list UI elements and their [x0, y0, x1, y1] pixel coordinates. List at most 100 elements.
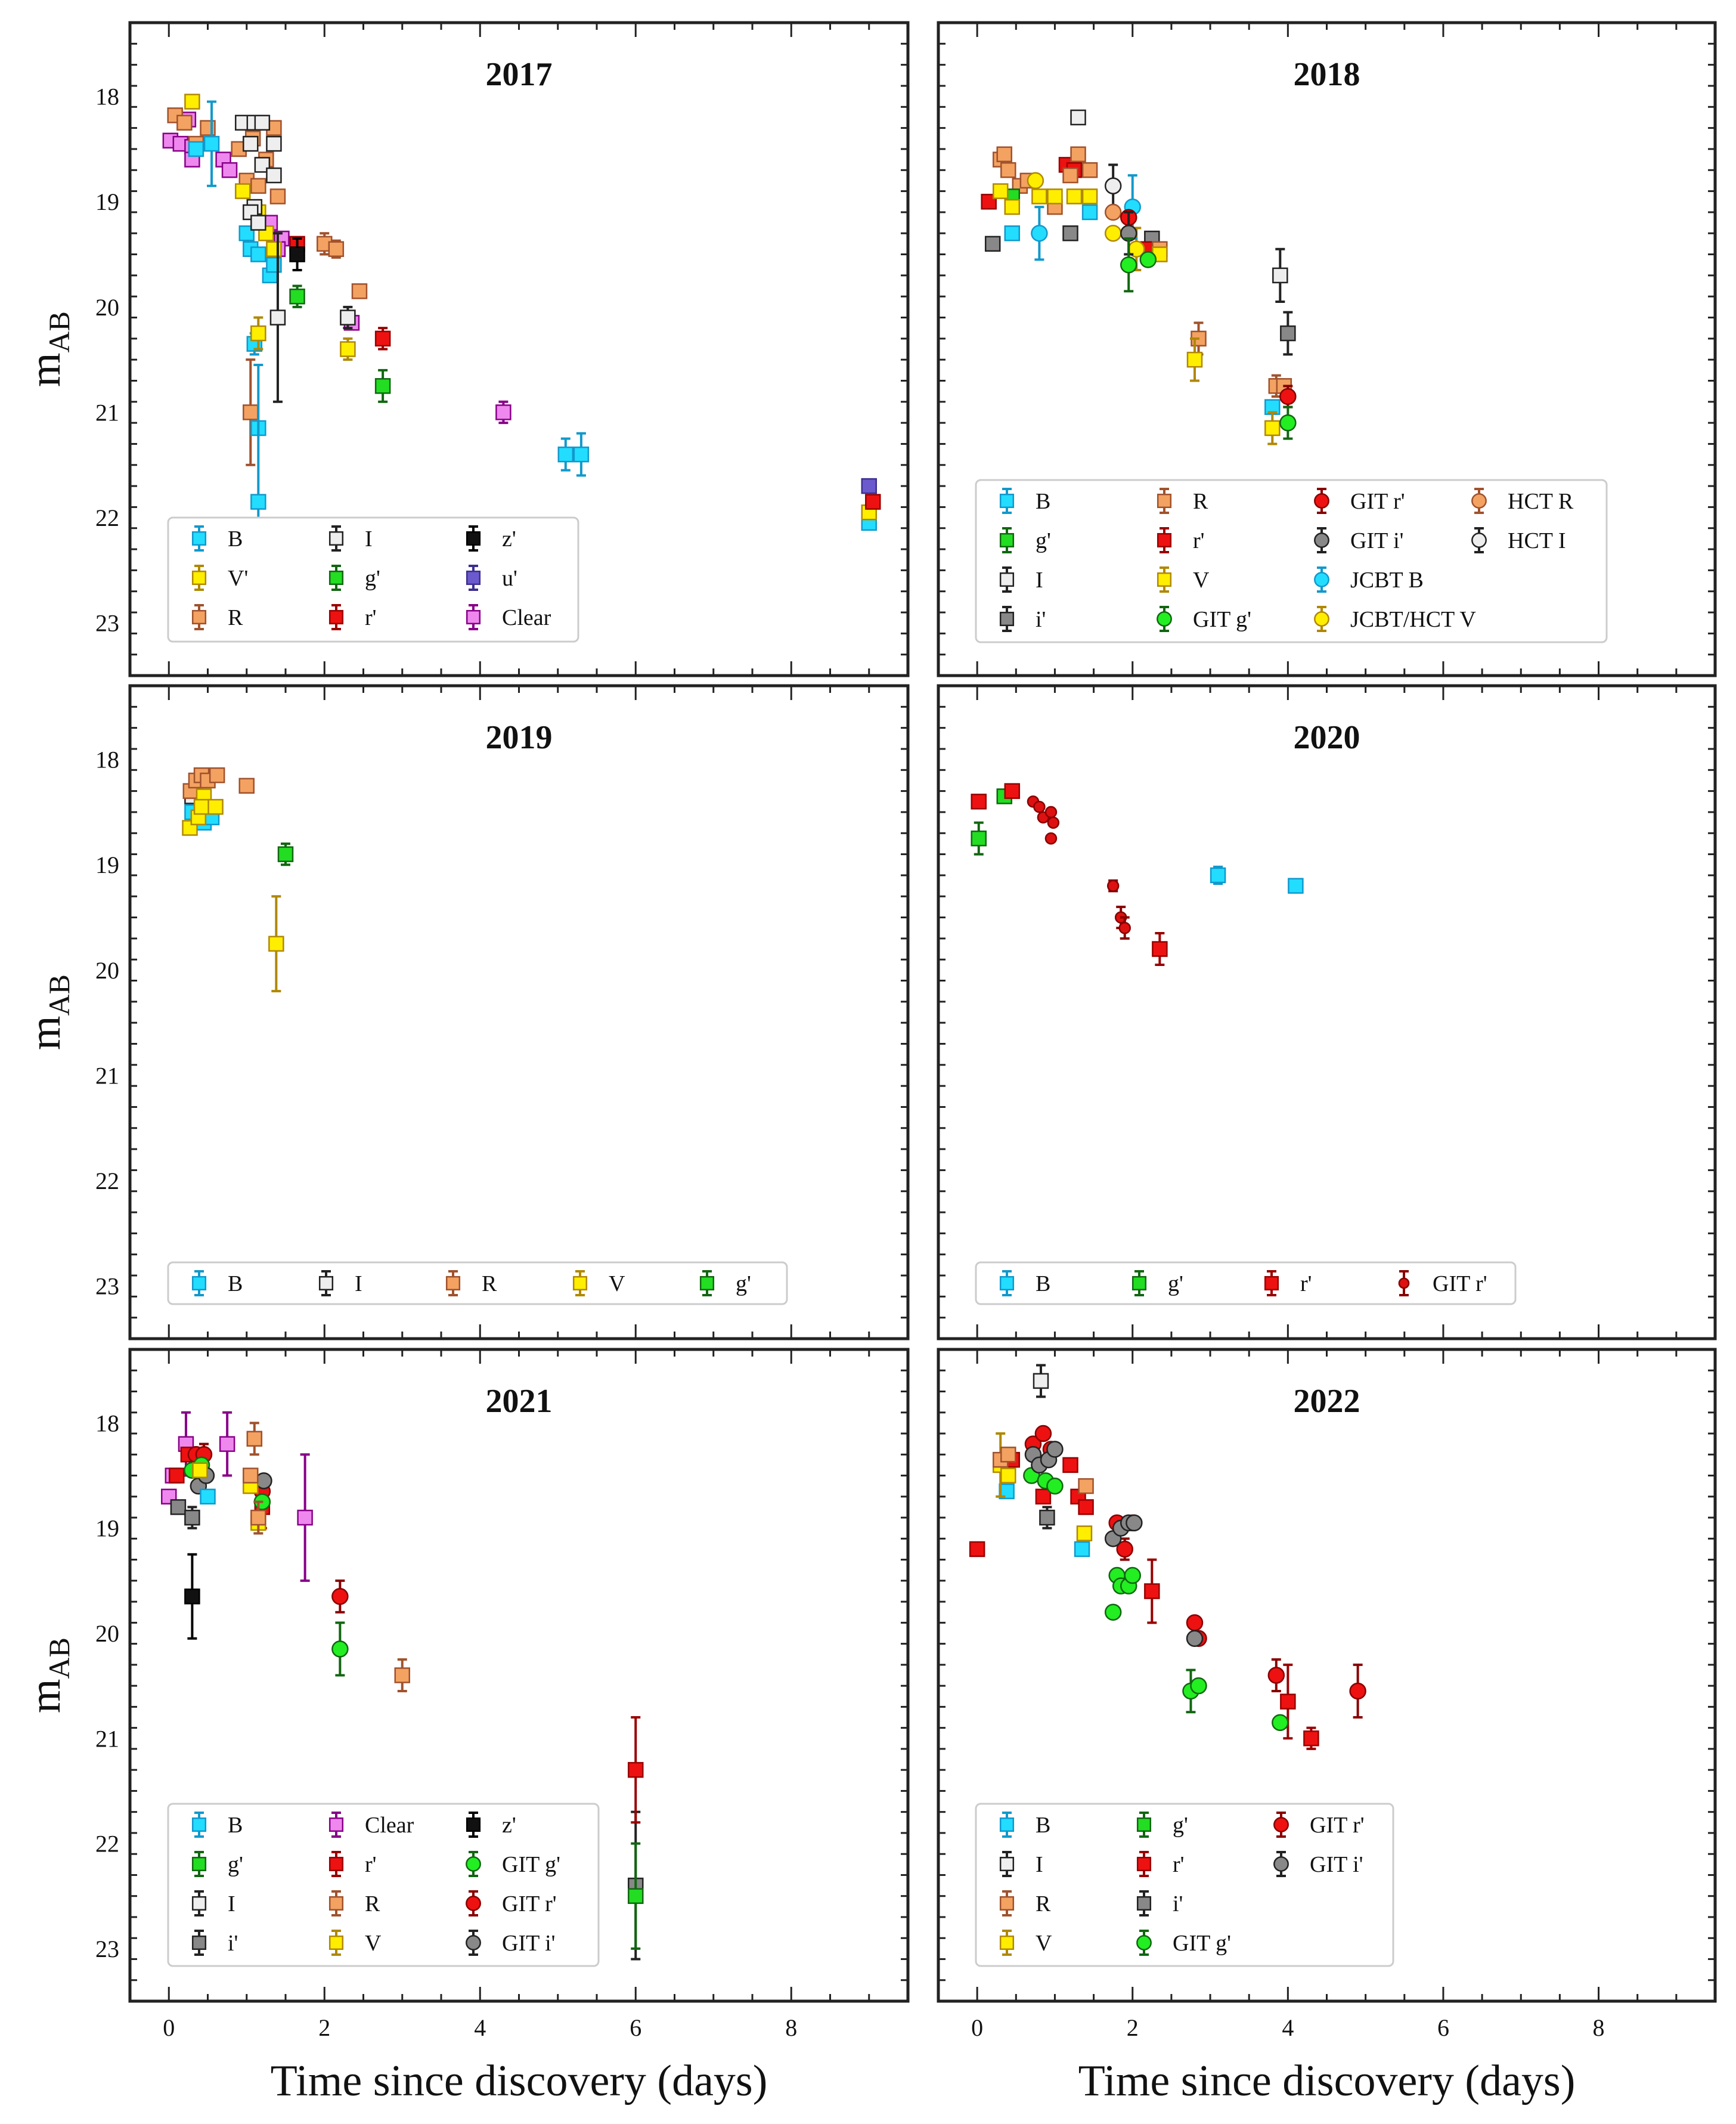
data-point — [221, 162, 238, 178]
data-point — [277, 846, 294, 862]
legend-marker — [191, 531, 207, 546]
data-point — [1144, 1583, 1160, 1599]
data-point — [238, 778, 255, 794]
data-point — [176, 114, 193, 131]
data-point — [340, 341, 356, 357]
data-point — [1280, 1693, 1296, 1710]
data-point — [1027, 172, 1044, 190]
legend-entry: HCT R — [1471, 488, 1574, 514]
data-point — [192, 1462, 208, 1478]
legend-marker — [1471, 493, 1487, 509]
data-point — [1152, 941, 1168, 957]
legend-marker — [1157, 532, 1172, 548]
data-points — [162, 94, 881, 640]
data-point — [1035, 1488, 1052, 1505]
x-tick-label: 6 — [1437, 2014, 1449, 2041]
legend-marker — [191, 570, 207, 586]
legend-entry: R — [328, 1890, 380, 1916]
legend: Bg' Ii' Rr' V GIT g' GIT r' GIT i' JCBT B JCBT/H… — [975, 479, 1608, 643]
legend-entry: JCBT B — [1314, 566, 1424, 593]
y-axis-label: mAB — [21, 974, 76, 1050]
legend-label: JCBT B — [1350, 568, 1424, 593]
legend-entry: Clear — [466, 604, 551, 630]
data-point — [254, 114, 271, 131]
data-point — [1070, 146, 1086, 163]
data-point — [170, 1499, 187, 1515]
legend-marker — [328, 1896, 344, 1911]
legend-marker — [1314, 611, 1329, 627]
data-point — [250, 494, 266, 510]
legend-entry: g' — [328, 565, 380, 591]
data-point — [269, 188, 286, 205]
legend-entry: JCBT/HCT V — [1314, 606, 1476, 632]
legend-label: Clear — [365, 1813, 414, 1838]
y-tick-label: 22 — [95, 504, 119, 531]
data-point — [203, 135, 220, 152]
data-points — [969, 1364, 1366, 1750]
legend-entry: Clear — [328, 1812, 414, 1838]
legend-marker — [572, 1275, 588, 1291]
legend-marker — [1132, 1275, 1147, 1291]
legend-marker — [328, 1935, 344, 1950]
data-point — [331, 1588, 349, 1605]
legend-marker — [999, 1275, 1015, 1291]
legend-marker — [1471, 532, 1487, 548]
panel-title: 2021 — [486, 1383, 553, 1420]
legend-entry: R — [1157, 488, 1208, 514]
legend-label: R — [228, 605, 243, 630]
data-point — [1078, 1499, 1094, 1515]
data-point — [1280, 325, 1296, 342]
legend-marker — [1157, 572, 1172, 587]
legend-label: i' — [228, 1931, 238, 1956]
data-point — [1139, 251, 1157, 268]
data-points — [981, 109, 1297, 445]
data-point — [969, 1541, 985, 1558]
data-point — [1190, 1677, 1207, 1695]
legend-entry: r' — [1264, 1270, 1312, 1296]
legend-label: I — [1036, 1852, 1043, 1877]
legend-label: I — [1036, 568, 1043, 593]
data-point — [268, 936, 284, 952]
data-point — [234, 183, 251, 199]
data-point — [1081, 188, 1098, 205]
data-point — [1078, 1478, 1094, 1494]
legend-marker — [318, 1275, 334, 1291]
data-point — [243, 404, 259, 420]
data-point — [495, 404, 512, 420]
legend-entry: u' — [466, 565, 517, 591]
legend-label: g' — [1036, 528, 1051, 553]
legend-marker — [466, 1856, 481, 1872]
panel-2022: 0 2 4 6 8 Time since discovery (days) 2022 BIRV… — [937, 1348, 1717, 2106]
legend-marker — [1157, 493, 1172, 509]
data-point — [971, 794, 987, 810]
legend-marker — [1157, 611, 1172, 627]
legend-marker — [999, 611, 1015, 627]
data-point — [1044, 832, 1058, 845]
legend-entry: i' — [191, 1930, 238, 1956]
legend-entry: g' — [1132, 1270, 1183, 1296]
data-point — [1000, 1467, 1016, 1484]
data-point — [169, 1467, 185, 1484]
data-point — [1124, 1566, 1141, 1584]
data-point — [1000, 162, 1016, 178]
legend-entry: I — [999, 1851, 1043, 1877]
data-point — [1046, 1477, 1064, 1495]
data-point — [628, 1761, 644, 1778]
legend-label: g' — [365, 566, 380, 591]
legend-entry: B — [191, 525, 243, 552]
legend-entry: GIT r' — [1398, 1270, 1487, 1296]
legend-entry: I — [318, 1270, 362, 1296]
data-point — [1272, 267, 1288, 284]
data-point — [374, 378, 391, 394]
legend-entry: r' — [1136, 1851, 1185, 1877]
panel-title: 2018 — [1294, 56, 1360, 93]
legend-entry: B — [999, 1270, 1050, 1296]
legend-label: V' — [228, 566, 248, 591]
legend-marker — [1273, 1856, 1289, 1872]
legend-marker — [1314, 493, 1329, 509]
legend-entry: V — [572, 1270, 625, 1296]
legend-entry: I — [999, 566, 1043, 593]
legend-marker — [328, 531, 344, 546]
data-point — [184, 1509, 200, 1526]
